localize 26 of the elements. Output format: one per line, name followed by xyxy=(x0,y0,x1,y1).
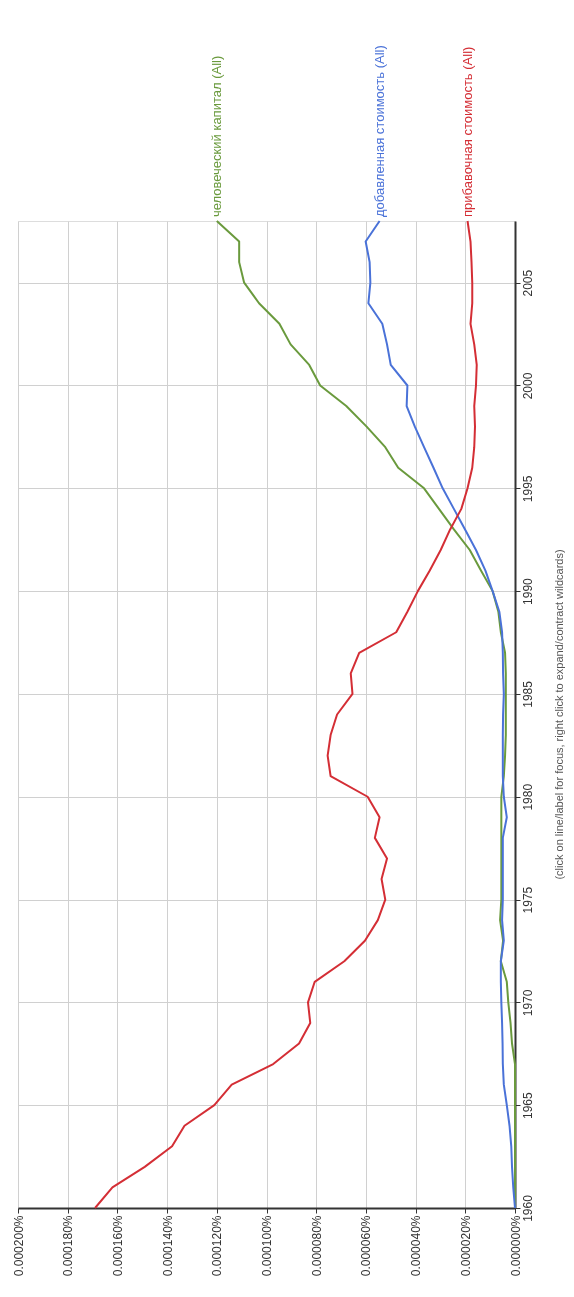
y-tick-label: 1960 xyxy=(520,1194,535,1222)
x-tick-label: 0.000160% xyxy=(110,1215,125,1277)
y-tick-label: 2005 xyxy=(520,269,535,297)
x-tick-label: 0.000000% xyxy=(508,1215,523,1277)
text: человеческий капитал (All) xyxy=(208,55,224,217)
x-tick-label: 0.000020% xyxy=(458,1215,473,1277)
x-tick-label: 0.000080% xyxy=(309,1215,324,1277)
y-tick-label: 2000 xyxy=(520,372,535,400)
x-tick-label: 0.000180% xyxy=(61,1215,76,1277)
y-tick-label: 1970 xyxy=(520,989,535,1017)
text: добавленная стоимость (All) xyxy=(371,45,387,217)
x-tick-label: 0.000120% xyxy=(210,1215,225,1277)
x-tick-label: 0.000040% xyxy=(409,1215,424,1277)
x-tick-label: 0.000100% xyxy=(260,1215,274,1277)
x-tick-label: 0.000200% xyxy=(11,1215,26,1277)
y-tick-label: 1985 xyxy=(520,680,535,708)
x-tick-label: 0.000140% xyxy=(160,1215,175,1277)
line-series xyxy=(94,220,478,1209)
x-tick-label: 0.000060% xyxy=(359,1215,374,1277)
y-tick-label: 1980 xyxy=(520,783,535,811)
y-tick-label: 1990 xyxy=(520,577,535,605)
y-tick-label: 1995 xyxy=(520,475,535,503)
y-tick-label: 1965 xyxy=(520,1092,535,1120)
text: прибавочная стоимость (All) xyxy=(459,46,475,217)
y-tick-label: 1975 xyxy=(520,886,535,914)
text: (click on line/label for focus, right click to expand/contract wildcards) xyxy=(553,549,565,880)
